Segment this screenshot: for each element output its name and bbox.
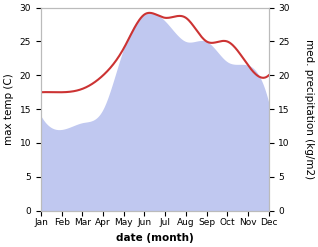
Y-axis label: max temp (C): max temp (C) bbox=[4, 73, 14, 145]
X-axis label: date (month): date (month) bbox=[116, 233, 194, 243]
Y-axis label: med. precipitation (kg/m2): med. precipitation (kg/m2) bbox=[304, 39, 314, 179]
